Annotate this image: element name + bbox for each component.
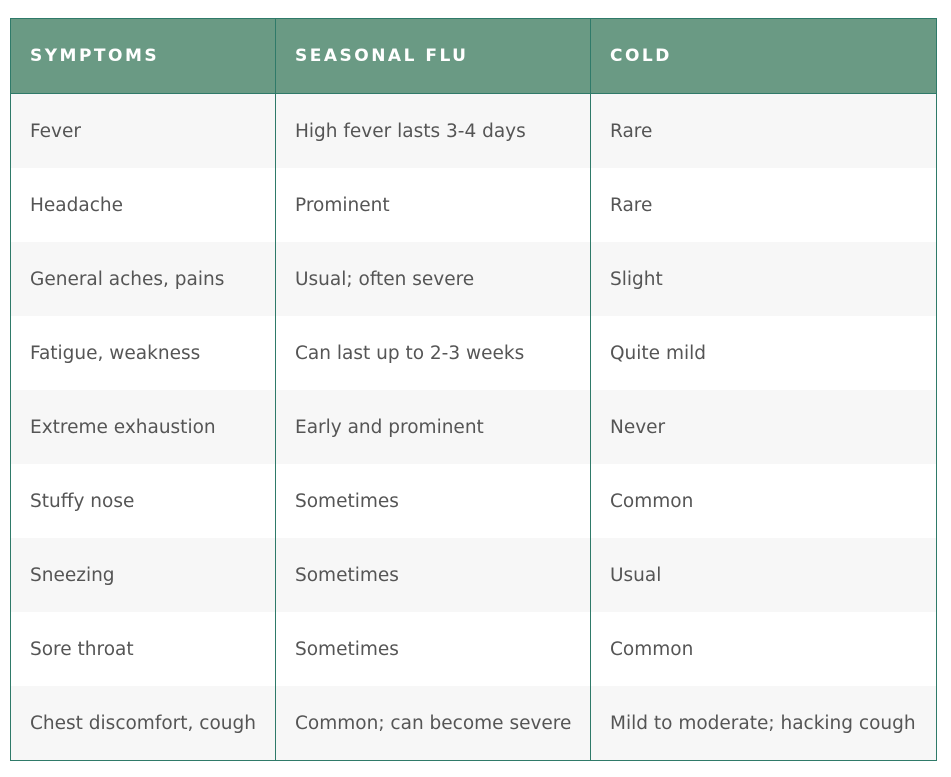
table-cell: Mild to moderate; hacking cough — [590, 686, 937, 761]
header-row: SYMPTOMS SEASONAL FLU COLD — [10, 18, 937, 94]
table-cell: Common; can become severe — [275, 686, 591, 761]
table-row: Fatigue, weakness Can last up to 2-3 week… — [10, 316, 937, 390]
table-cell: Sneezing — [10, 538, 276, 612]
table-cell: Common — [590, 612, 937, 686]
table-row: General aches, pains Usual; often severe S… — [10, 242, 937, 316]
table-cell: High fever lasts 3-4 days — [275, 93, 591, 168]
table-cell: Prominent — [275, 168, 591, 242]
table-body: Fever High fever lasts 3-4 days Rare Headac… — [10, 93, 937, 761]
column-header: SYMPTOMS — [10, 18, 276, 94]
table-cell: Extreme exhaustion — [10, 390, 276, 464]
table-row: Fever High fever lasts 3-4 days Rare — [10, 93, 937, 168]
table-cell: Early and prominent — [275, 390, 591, 464]
table-cell: Rare — [590, 168, 937, 242]
table-cell: Fatigue, weakness — [10, 316, 276, 390]
table-cell: Rare — [590, 93, 937, 168]
table-row: Sore throat Sometimes Common — [10, 612, 937, 686]
table-cell: Sometimes — [275, 538, 591, 612]
table-cell: Fever — [10, 93, 276, 168]
table-header: SYMPTOMS SEASONAL FLU COLD — [10, 18, 937, 94]
table-cell: Chest discomfort, cough — [10, 686, 276, 761]
table-cell: Sometimes — [275, 612, 591, 686]
table-cell: Sore throat — [10, 612, 276, 686]
comparison-table: SYMPTOMS SEASONAL FLU COLD Fever High fever… — [10, 18, 937, 761]
table-cell: Usual — [590, 538, 937, 612]
table-cell: Headache — [10, 168, 276, 242]
column-header: SEASONAL FLU — [275, 18, 591, 94]
table-row: Extreme exhaustion Early and prominent Nev… — [10, 390, 937, 464]
table-row: Headache Prominent Rare — [10, 168, 937, 242]
table-cell: Common — [590, 464, 937, 538]
table-cell: Sometimes — [275, 464, 591, 538]
table-cell: Can last up to 2-3 weeks — [275, 316, 591, 390]
table-cell: Usual; often severe — [275, 242, 591, 316]
table-cell: Quite mild — [590, 316, 937, 390]
table-cell: Never — [590, 390, 937, 464]
column-header: COLD — [590, 18, 937, 94]
table-cell: Stuffy nose — [10, 464, 276, 538]
table-cell: Slight — [590, 242, 937, 316]
table-row: Stuffy nose Sometimes Common — [10, 464, 937, 538]
table-cell: General aches, pains — [10, 242, 276, 316]
table-row: Chest discomfort, cough Common; can becom… — [10, 686, 937, 761]
table-row: Sneezing Sometimes Usual — [10, 538, 937, 612]
